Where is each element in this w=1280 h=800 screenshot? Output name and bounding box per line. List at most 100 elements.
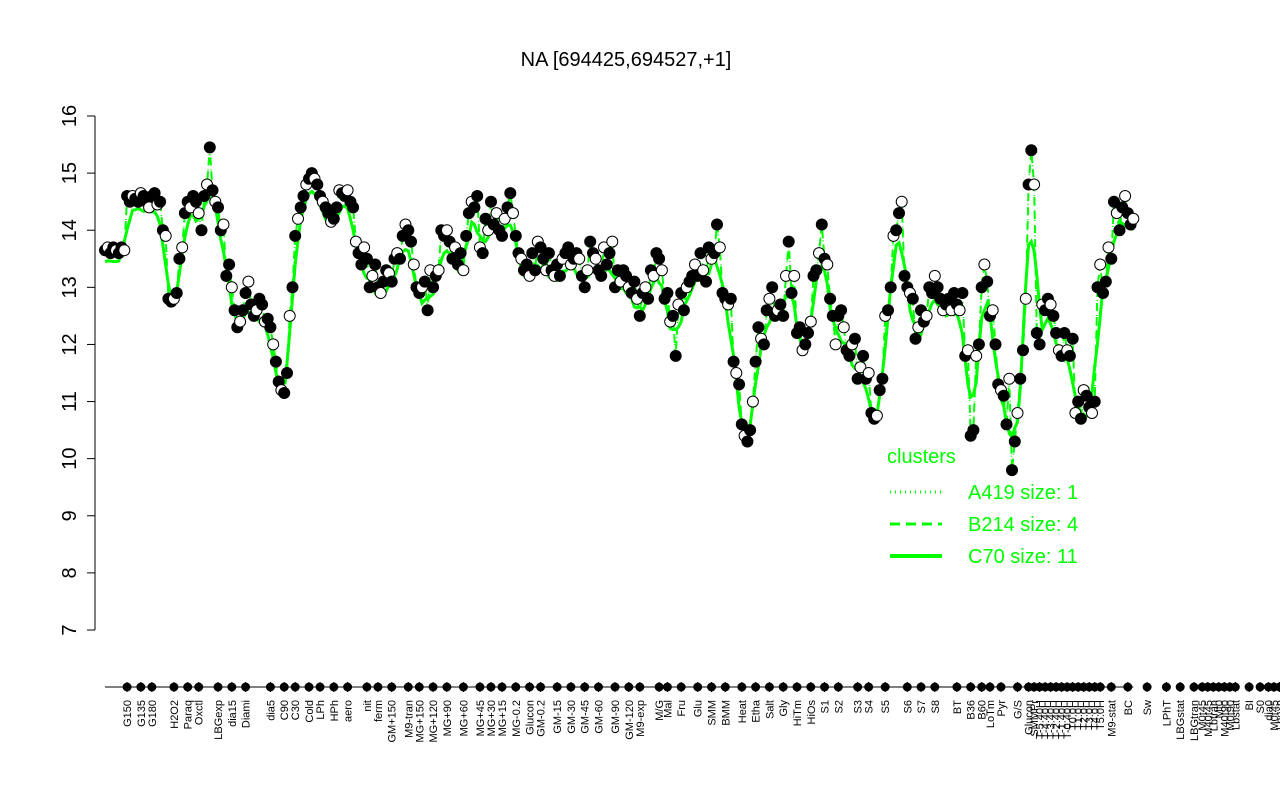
data-point: [1028, 178, 1041, 191]
data-point: [953, 304, 966, 317]
x-tick-label: T2.0H: [1079, 700, 1091, 730]
legend: clusters A419 size: 1 B214 size: 4 C70 siz…: [887, 446, 1078, 568]
x-marker: [996, 682, 1006, 692]
data-point: [835, 304, 848, 317]
data-point: [234, 315, 247, 328]
data-points: [99, 141, 1140, 477]
data-point: [418, 275, 431, 288]
x-tick-label: BC: [1123, 700, 1135, 715]
data-point: [1088, 395, 1101, 408]
data-point: [810, 264, 823, 277]
x-marker: [1123, 682, 1133, 692]
data-point: [700, 275, 712, 288]
data-point: [206, 184, 219, 197]
x-marker: [147, 682, 157, 692]
y-tick-label: 12: [59, 333, 81, 355]
data-point: [862, 367, 875, 379]
x-marker: [580, 682, 590, 692]
data-point: [509, 229, 522, 242]
data-point: [154, 195, 167, 208]
x-tick-label: Lbstat: [1230, 700, 1242, 730]
data-point: [642, 292, 655, 305]
data-point: [1006, 464, 1018, 477]
data-point: [504, 187, 517, 200]
data-point: [1080, 389, 1093, 402]
data-point: [1072, 395, 1085, 408]
x-marker: [764, 682, 774, 692]
data-point: [407, 258, 420, 271]
x-marker: [720, 682, 730, 692]
x-tick-label: T-1.40H: [1057, 700, 1069, 739]
data-point: [713, 241, 726, 254]
data-point: [986, 304, 999, 317]
data-point: [358, 241, 371, 254]
data-point: [534, 241, 547, 254]
data-point: [1099, 275, 1112, 288]
x-tick-label: LBGexp: [213, 700, 225, 740]
y-tick-label: 9: [59, 510, 81, 521]
x-tick-label: M40t45: [1203, 700, 1215, 737]
data-point: [581, 264, 594, 277]
x-tick-label: MG+120: [428, 700, 440, 743]
x-tick-label: G135: [136, 700, 148, 727]
data-point: [895, 195, 908, 208]
data-point: [1003, 372, 1016, 385]
data-point: [432, 264, 445, 277]
data-point: [584, 235, 597, 248]
data-point: [236, 304, 249, 317]
x-tick-label: MG-0.2: [511, 700, 523, 737]
data-point: [666, 309, 679, 322]
x-marker: [693, 682, 703, 692]
legend-label: C70 size: 11: [968, 546, 1078, 568]
data-point: [804, 315, 817, 328]
x-tick-label: Lbtran: [1208, 700, 1220, 731]
x-marker: [792, 682, 802, 692]
data-point: [1017, 344, 1029, 357]
x-tick-label: T-3.40H: [1046, 700, 1058, 739]
x-marker: [373, 682, 383, 692]
data-point: [264, 321, 277, 334]
x-tick-label: S2: [833, 700, 845, 713]
data-point: [766, 281, 779, 294]
x-tick-label: GM-120: [624, 700, 636, 740]
x-tick-label: GM+150: [387, 700, 399, 743]
x-marker: [387, 682, 397, 692]
x-marker: [1142, 682, 1152, 692]
data-point: [689, 258, 701, 271]
x-tick-label: T5.0H: [1095, 700, 1107, 730]
data-point: [647, 269, 660, 282]
x-tick-label: GM-30: [566, 700, 578, 734]
data-point: [1108, 195, 1120, 208]
y-tick-label: 8: [59, 567, 81, 578]
data-point: [471, 190, 484, 202]
x-marker: [566, 682, 576, 692]
x-tick-label: MG+60: [458, 700, 470, 736]
x-tick-label: M40t90: [1219, 700, 1231, 737]
data-point: [225, 281, 238, 294]
x-marker: [1244, 682, 1254, 692]
chart-title: NA [694425,694527,+1]: [521, 49, 732, 71]
x-marker: [458, 682, 468, 692]
data-point: [573, 252, 586, 265]
x-tick-label: aero: [343, 700, 355, 722]
data-point: [1014, 372, 1027, 385]
data-point: [848, 332, 861, 345]
data-point: [741, 435, 754, 448]
data-point: [402, 224, 415, 237]
x-marker: [853, 682, 863, 692]
legend-label: B214 size: 4: [968, 514, 1078, 536]
x-marker: [511, 682, 521, 692]
data-point: [267, 338, 280, 351]
x-marker: [952, 682, 962, 692]
x-tick-label: dia15: [227, 700, 239, 727]
data-point: [890, 224, 903, 237]
data-point: [239, 287, 252, 299]
x-tick-label: T1.0H: [1073, 700, 1085, 730]
data-point: [733, 378, 746, 391]
x-tick-label: B60: [977, 700, 989, 720]
data-point: [192, 207, 205, 220]
x-tick-label: G/S: [1013, 700, 1025, 719]
data-point: [476, 247, 489, 260]
data-point: [562, 241, 575, 254]
data-point: [283, 309, 296, 322]
